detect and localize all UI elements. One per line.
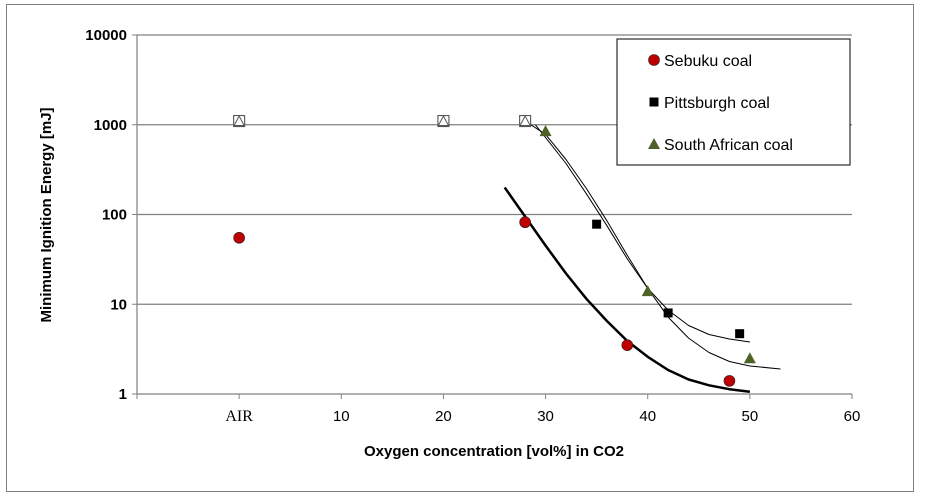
- x-tick-label: 30: [537, 408, 554, 425]
- y-tick-label: 1: [119, 386, 127, 403]
- data-point: [233, 232, 245, 244]
- data-point: [723, 375, 736, 387]
- data-point: [743, 352, 756, 364]
- no-ignition-triangle-marker: [437, 114, 450, 127]
- x-tick-label: 20: [435, 408, 452, 425]
- data-point: [519, 216, 531, 229]
- no-ignition-triangle-marker: [519, 114, 531, 127]
- x-tick-label: 40: [639, 408, 656, 425]
- data-point-layer: [233, 114, 756, 387]
- data-point: [641, 285, 654, 297]
- data-point: [621, 339, 634, 351]
- legend-label: Sebuku coal: [664, 53, 752, 70]
- x-tick-label: AIR: [225, 408, 253, 425]
- legend-marker: [648, 54, 660, 66]
- legend-marker: [648, 138, 660, 149]
- x-tick-label: 60: [844, 408, 861, 425]
- y-tick-label: 1000: [94, 117, 127, 134]
- legend-marker: [649, 97, 659, 107]
- x-axis-label: Oxygen concentration [vol%] in CO2: [364, 443, 624, 460]
- legend-label: Pittsburgh coal: [664, 95, 770, 112]
- y-tick-label: 10: [110, 296, 127, 313]
- no-ignition-triangle-marker: [233, 114, 245, 127]
- trend-line: [535, 124, 750, 343]
- y-axis-label: Minimum Ignition Energy [mJ]: [38, 107, 55, 322]
- data-point: [663, 308, 673, 318]
- data-point: [539, 125, 552, 137]
- x-tick-label: 50: [742, 408, 759, 425]
- data-point: [592, 219, 602, 229]
- chart-frame: [6, 4, 914, 492]
- legend: Sebuku coal Pittsburgh coal South African …: [616, 38, 851, 166]
- legend-label: South African coal: [664, 137, 793, 154]
- x-tick-label: 10: [333, 408, 350, 425]
- y-tick-label: 10000: [85, 27, 127, 44]
- data-point: [735, 329, 745, 339]
- trend-line: [503, 186, 751, 393]
- axis-layer: 1 10 100 1000 10000 AIR 10 20 30 40 50 60: [85, 27, 860, 425]
- y-tick-label: 100: [102, 207, 127, 224]
